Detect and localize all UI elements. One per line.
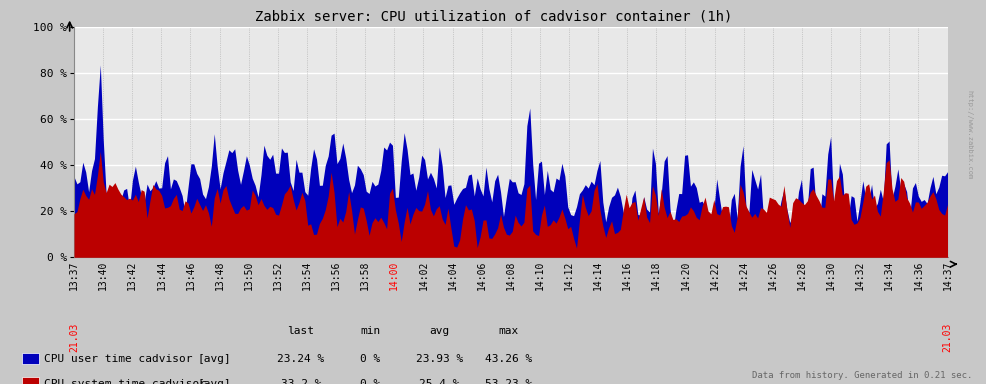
Text: 14:00: 14:00 <box>388 261 399 290</box>
Text: avg: avg <box>429 326 449 336</box>
Text: last: last <box>287 326 315 336</box>
Text: min: min <box>360 326 380 336</box>
Text: 0 %: 0 % <box>360 354 380 364</box>
Text: 14:14: 14:14 <box>593 261 602 290</box>
Text: 14:18: 14:18 <box>651 261 661 290</box>
Text: CPU system time cadvisor: CPU system time cadvisor <box>44 379 206 384</box>
Text: 14:12: 14:12 <box>563 261 574 290</box>
Text: 14:28: 14:28 <box>796 261 807 290</box>
Text: 53.23 %: 53.23 % <box>484 379 531 384</box>
Text: 14:16: 14:16 <box>621 261 632 290</box>
Text: 13:48: 13:48 <box>214 261 225 290</box>
Text: 14:34: 14:34 <box>883 261 893 290</box>
Text: 13:40: 13:40 <box>98 261 108 290</box>
Text: 14:36: 14:36 <box>912 261 923 290</box>
Text: 13:42: 13:42 <box>127 261 137 290</box>
Text: 14:37: 14:37 <box>942 261 951 290</box>
Text: 13:44: 13:44 <box>156 261 167 290</box>
Text: 14:06: 14:06 <box>476 261 486 290</box>
Text: 14:24: 14:24 <box>738 261 748 290</box>
Text: 21.03: 21.03 <box>942 323 951 352</box>
Text: 23.93 %: 23.93 % <box>415 354 462 364</box>
Text: 43.26 %: 43.26 % <box>484 354 531 364</box>
Text: 14:10: 14:10 <box>534 261 544 290</box>
Text: 13:54: 13:54 <box>302 261 312 290</box>
Text: 21.03: 21.03 <box>69 323 79 352</box>
Text: http://www.zabbix.com: http://www.zabbix.com <box>965 90 971 179</box>
Text: 14:20: 14:20 <box>679 261 690 290</box>
Text: CPU user time cadvisor: CPU user time cadvisor <box>44 354 192 364</box>
Text: max: max <box>498 326 518 336</box>
Text: 14:08: 14:08 <box>505 261 516 290</box>
Text: 14:26: 14:26 <box>767 261 777 290</box>
Text: 13:50: 13:50 <box>244 261 253 290</box>
Text: 23.24 %: 23.24 % <box>277 354 324 364</box>
Text: 13:37: 13:37 <box>69 261 79 290</box>
Text: 25.4 %: 25.4 % <box>418 379 459 384</box>
Text: [avg]: [avg] <box>197 379 231 384</box>
Text: 0 %: 0 % <box>360 379 380 384</box>
Text: Data from history. Generated in 0.21 sec.: Data from history. Generated in 0.21 sec… <box>751 371 971 380</box>
Text: 13:58: 13:58 <box>360 261 370 290</box>
Text: Zabbix server: CPU utilization of cadvisor container (1h): Zabbix server: CPU utilization of cadvis… <box>254 10 732 23</box>
Text: 14:22: 14:22 <box>709 261 719 290</box>
Text: 14:02: 14:02 <box>418 261 428 290</box>
Text: 13:52: 13:52 <box>272 261 283 290</box>
Text: 14:30: 14:30 <box>825 261 835 290</box>
Text: 13:46: 13:46 <box>185 261 195 290</box>
Text: 14:32: 14:32 <box>854 261 865 290</box>
Text: 13:56: 13:56 <box>330 261 341 290</box>
Text: 33.2 %: 33.2 % <box>280 379 321 384</box>
Text: 14:04: 14:04 <box>447 261 458 290</box>
Text: [avg]: [avg] <box>197 354 231 364</box>
